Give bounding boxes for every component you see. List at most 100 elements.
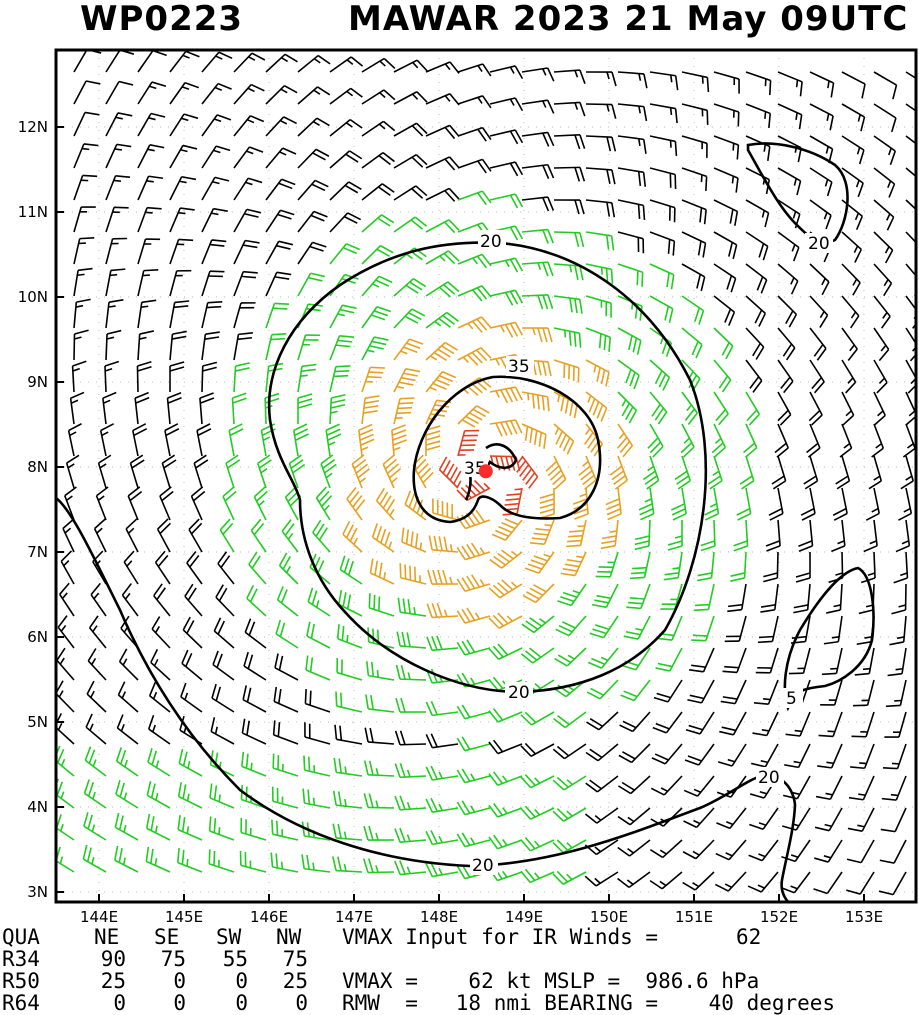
wind-barb bbox=[427, 603, 458, 617]
wind-barb bbox=[727, 584, 746, 611]
wind-barb bbox=[874, 104, 896, 132]
wind-barb bbox=[457, 575, 490, 592]
wind-barb bbox=[178, 848, 202, 872]
quadrant-sw: SW bbox=[216, 926, 241, 948]
wind-barb bbox=[810, 72, 834, 97]
wind-barb bbox=[683, 872, 714, 890]
wind-barb bbox=[242, 719, 266, 744]
wind-barb bbox=[554, 328, 581, 348]
wind-barb bbox=[783, 776, 810, 799]
wind-barb bbox=[521, 712, 554, 725]
wind-barb bbox=[394, 92, 427, 104]
wind-barb bbox=[156, 551, 170, 584]
wind-barb bbox=[849, 776, 874, 800]
wind-barb bbox=[426, 343, 458, 361]
wind-barb bbox=[554, 167, 584, 181]
wind-barb bbox=[586, 168, 615, 184]
wind-barb bbox=[650, 392, 667, 424]
wind-barb bbox=[874, 264, 891, 296]
wind-barb bbox=[213, 651, 234, 680]
wind-barb bbox=[302, 854, 330, 872]
wind-barb bbox=[558, 584, 586, 605]
wind-barb bbox=[804, 456, 818, 489]
wind-barb bbox=[265, 394, 279, 424]
wind-barb bbox=[276, 620, 298, 648]
wind-barb bbox=[586, 712, 618, 730]
wind-barb bbox=[684, 776, 714, 796]
wind-barb bbox=[307, 622, 330, 648]
wind-barb bbox=[882, 776, 906, 800]
wind-barb bbox=[521, 838, 554, 851]
wind-barb bbox=[202, 332, 220, 360]
wind-barb bbox=[684, 808, 714, 827]
wind-barb bbox=[874, 200, 894, 230]
wind-barb bbox=[714, 168, 738, 193]
lat-tick-label: 3N bbox=[27, 883, 48, 901]
wind-barb bbox=[183, 617, 202, 648]
wind-barb bbox=[202, 271, 224, 296]
wind-barb bbox=[63, 519, 74, 552]
wind-barb bbox=[197, 424, 211, 456]
wind-barb bbox=[216, 585, 234, 616]
wind-barb bbox=[212, 684, 234, 712]
wind-barb bbox=[554, 296, 582, 314]
wind-barb bbox=[170, 208, 195, 232]
wind-barb bbox=[689, 648, 714, 672]
wind-barb bbox=[126, 519, 138, 552]
wind-barb bbox=[148, 748, 170, 776]
wind-barb bbox=[103, 393, 116, 424]
wind-barb bbox=[326, 424, 341, 456]
wind-barb bbox=[115, 813, 138, 840]
wind-barb bbox=[426, 94, 459, 105]
wind-barb bbox=[362, 59, 395, 72]
vmax-input-value: 62 bbox=[736, 926, 761, 948]
wind-barb bbox=[889, 616, 906, 645]
wind-barb bbox=[106, 207, 129, 232]
wind-barb bbox=[138, 300, 156, 328]
wind-barb bbox=[606, 488, 621, 519]
wind-barb bbox=[234, 85, 264, 104]
wind-barb bbox=[683, 840, 714, 859]
wind-barb bbox=[369, 593, 394, 616]
lon-tick-label: 151E bbox=[675, 908, 713, 926]
wind-barb bbox=[426, 372, 456, 392]
lat-tick-label: 10N bbox=[18, 288, 48, 306]
wind-barb bbox=[271, 853, 298, 872]
wind-barb bbox=[180, 716, 202, 744]
wind-barb bbox=[138, 145, 164, 168]
wind-barb bbox=[338, 624, 362, 648]
wind-barb bbox=[716, 840, 746, 860]
wind-barb bbox=[746, 232, 768, 260]
wind-barb bbox=[712, 424, 725, 457]
wind-barb bbox=[618, 808, 650, 825]
wind-barb bbox=[426, 62, 459, 73]
wind-barb bbox=[682, 200, 706, 224]
wind-barb bbox=[766, 520, 780, 551]
wind-barb bbox=[822, 648, 842, 674]
wind-barb bbox=[330, 305, 357, 328]
wind-barb bbox=[553, 871, 586, 884]
wind-barb bbox=[343, 521, 362, 552]
wind-barb bbox=[115, 846, 138, 872]
wind-barb bbox=[842, 264, 860, 295]
wind-barb bbox=[88, 648, 106, 680]
wind-barb bbox=[675, 456, 690, 489]
vmax-mslp-text: VMAX = 62 kt MSLP = 986.6 hPa bbox=[342, 970, 759, 992]
lat-tick-label: 4N bbox=[27, 798, 48, 816]
wind-barb bbox=[152, 617, 170, 648]
wind-barb bbox=[457, 769, 490, 783]
wind-barb bbox=[67, 455, 79, 488]
wind-barb bbox=[170, 145, 197, 168]
wind-barb bbox=[106, 81, 133, 104]
wind-barb bbox=[842, 360, 856, 393]
wind-barb bbox=[395, 763, 426, 777]
wind-barb bbox=[223, 487, 236, 520]
wind-barb bbox=[202, 362, 217, 392]
wind-barb bbox=[426, 426, 440, 456]
wind-barb bbox=[179, 782, 202, 808]
wind-barb bbox=[138, 270, 158, 296]
wind-barb bbox=[714, 232, 737, 259]
wind-barb bbox=[618, 136, 646, 154]
wind-barb bbox=[330, 151, 362, 168]
wind-barb bbox=[778, 360, 793, 393]
